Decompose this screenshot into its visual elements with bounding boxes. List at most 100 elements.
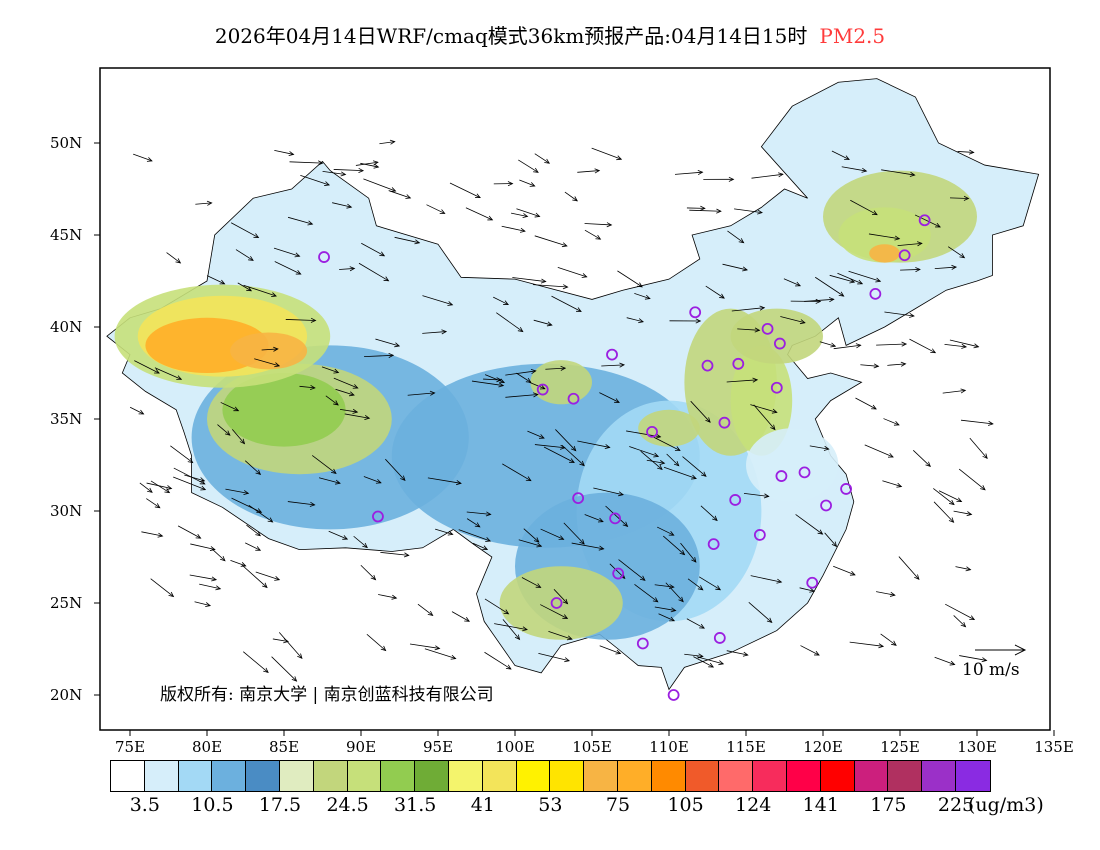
city-markers [318, 214, 931, 701]
colorbar-label: 225 [937, 794, 975, 816]
wind-arrow [150, 578, 175, 598]
lon-label: 95E [422, 738, 454, 756]
wind-arrow [731, 305, 766, 312]
wind-arrow [883, 418, 900, 426]
wind-arrow [726, 650, 749, 657]
wind-arrow [139, 482, 153, 493]
wind-arrow [220, 402, 240, 412]
wind-arrow [737, 327, 761, 333]
wind-arrow [363, 178, 397, 192]
wind-arrow [955, 566, 972, 572]
wind-arrow [321, 366, 340, 374]
colorbar-label: 105 [667, 794, 704, 816]
wind-arrow [887, 361, 907, 367]
colorbar-swatch [922, 761, 956, 791]
wind-arrow [273, 247, 301, 258]
city-marker [550, 597, 563, 609]
wind-arrow [665, 582, 684, 603]
wind-arrow [809, 445, 830, 451]
wind-arrow [211, 548, 226, 562]
colorbar-swatch [786, 761, 821, 791]
wind-arrow [243, 284, 277, 298]
wind-arrow [674, 170, 704, 176]
wind-arrow [333, 167, 365, 173]
wind-arrow [451, 611, 471, 622]
wind-arrow [815, 276, 845, 297]
map-frame [99, 67, 1051, 731]
lat-label: 20N [50, 686, 83, 704]
wind-arrow [388, 190, 412, 199]
city-marker [612, 567, 625, 580]
colorbar-label: 31.5 [394, 794, 437, 816]
wind-arrow [170, 445, 194, 464]
wind-arrow [841, 166, 868, 173]
city-marker [918, 214, 931, 227]
colorbar-swatch [617, 761, 652, 791]
wind-arrow [422, 329, 448, 335]
wind-arrow [543, 446, 575, 463]
colorbar-swatch [854, 761, 889, 791]
colorbar-swatch [719, 761, 754, 791]
wind-arrow [516, 372, 532, 383]
wind-arrow [523, 528, 540, 543]
wind-arrow [748, 601, 773, 624]
wind-arrow [634, 293, 651, 300]
wind-arrow [527, 430, 545, 439]
wind-arrow [311, 455, 337, 474]
wind-arrow [217, 424, 231, 436]
lon-label: 80E [191, 738, 223, 756]
wind-arrow [289, 160, 324, 166]
wind-arrow [680, 542, 697, 563]
wind-arrow [618, 559, 646, 581]
wind-legend-label: 10 m/s [962, 660, 1020, 680]
wind-field [129, 139, 994, 682]
wind-arrow [366, 633, 387, 652]
city-marker [732, 357, 745, 370]
wind-arrow [466, 518, 481, 528]
wind-arrow [669, 318, 702, 324]
wind-arrow [230, 222, 260, 239]
city-marker [869, 287, 882, 300]
wind-arrow [743, 492, 770, 499]
wind-arrow [154, 367, 183, 380]
wind-arrow [360, 564, 377, 581]
wind-arrow [944, 343, 968, 349]
wind-arrow [564, 191, 578, 202]
wind-arrow [358, 262, 390, 282]
wind-arrow [734, 208, 763, 215]
wind-arrow [278, 632, 303, 659]
wind-arrow [271, 656, 298, 682]
wind-arrow [912, 449, 931, 468]
wind-arrow [529, 381, 546, 390]
city-marker [775, 470, 788, 482]
city-marker [646, 425, 658, 438]
wind-arrow [658, 613, 676, 622]
lat-label: 50N [50, 134, 83, 152]
wind-arrow [375, 338, 401, 348]
wind-arrow [332, 202, 353, 209]
wind-arrow [957, 149, 975, 155]
wind-arrow [690, 400, 711, 423]
wind-arrow [380, 551, 410, 558]
wind-arrow [831, 150, 850, 160]
colorbar-swatch [313, 761, 348, 791]
lon-label: 75E [114, 738, 146, 756]
wind-arrow [318, 477, 341, 485]
wind-arrow [780, 316, 806, 325]
wind-arrow [518, 159, 539, 173]
colorbar-swatch [584, 761, 618, 791]
concentration-contour [746, 428, 839, 502]
wind-arrow [194, 601, 212, 608]
lat-label: 25N [50, 594, 83, 612]
wind-arrow [244, 460, 262, 476]
wind-arrow [727, 230, 745, 244]
wind-arrow [344, 413, 371, 420]
wind-arrow [753, 404, 776, 431]
wind-arrow [693, 656, 715, 668]
city-marker [372, 510, 384, 523]
wind-arrow [824, 532, 838, 548]
wind-arrow [300, 175, 331, 186]
wind-arrow [657, 526, 675, 536]
wind-arrow [471, 380, 505, 388]
lat-label: 40N [50, 318, 83, 336]
